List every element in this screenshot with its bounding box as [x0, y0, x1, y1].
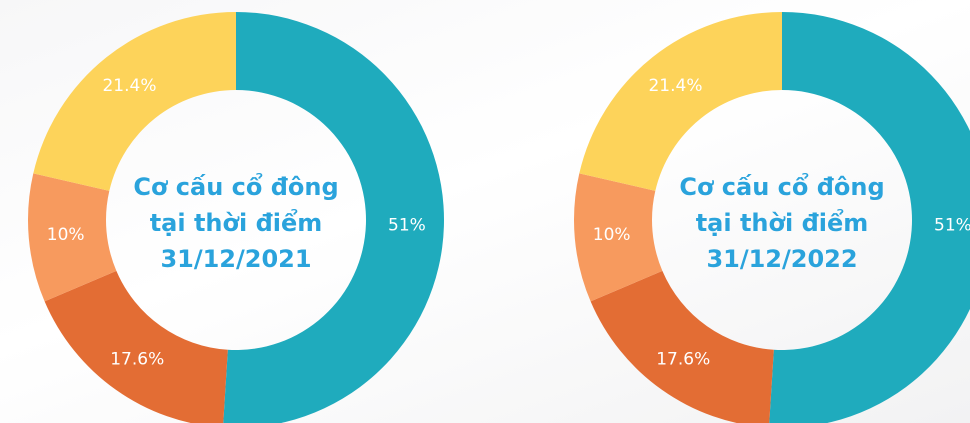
center-title: Cơ cấu cổ đông: [679, 171, 884, 201]
slice: [579, 12, 782, 191]
slice-label: 17.6%: [656, 350, 710, 370]
slice-label: 51%: [934, 215, 970, 235]
center-title: tại thời điểm: [150, 207, 323, 237]
slice: [574, 173, 663, 302]
center-title: tại thời điểm: [696, 207, 869, 237]
slice: [27, 173, 117, 302]
slice: [590, 270, 774, 423]
slice: [223, 12, 444, 423]
slice-label: 10%: [47, 225, 85, 245]
slice-label: 51%: [388, 215, 426, 235]
slice-label: 21.4%: [102, 76, 156, 96]
slice: [33, 12, 236, 191]
center-title: Cơ cấu cổ đông: [133, 171, 338, 201]
slice: [44, 270, 228, 423]
slice-label: 21.4%: [648, 76, 702, 96]
center-title: 31/12/2022: [706, 245, 857, 273]
slice-label: 10%: [593, 225, 631, 245]
slice: [769, 12, 970, 423]
center-title: 31/12/2021: [160, 245, 311, 273]
slice-label: 17.6%: [110, 350, 164, 370]
